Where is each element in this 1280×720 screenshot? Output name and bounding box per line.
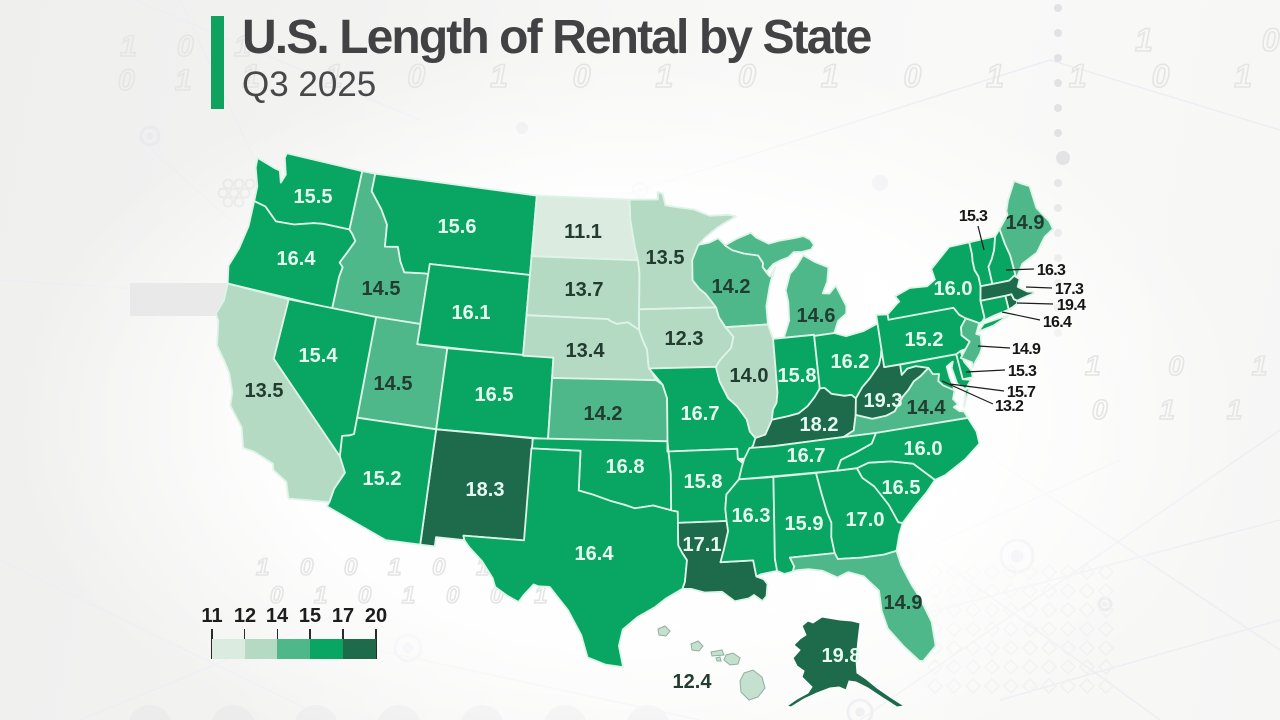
svg-text:14.6: 14.6	[797, 305, 836, 327]
svg-text:14.9: 14.9	[884, 592, 923, 614]
svg-text:15.6: 15.6	[438, 216, 477, 238]
svg-text:16.1: 16.1	[452, 302, 491, 324]
svg-text:15.3: 15.3	[1008, 363, 1037, 380]
svg-text:14.4: 14.4	[907, 397, 947, 419]
svg-text:19.8: 19.8	[822, 645, 861, 667]
svg-text:19.4: 19.4	[1057, 297, 1086, 314]
svg-text:17.0: 17.0	[846, 509, 885, 531]
svg-text:16.3: 16.3	[1037, 262, 1066, 279]
svg-text:13.7: 13.7	[565, 279, 604, 301]
svg-text:12.4: 12.4	[673, 671, 713, 693]
svg-text:13.2: 13.2	[995, 398, 1024, 415]
svg-text:16.4: 16.4	[575, 543, 615, 565]
svg-text:12.3: 12.3	[665, 328, 704, 350]
svg-text:18.3: 18.3	[466, 479, 505, 501]
svg-text:15.7: 15.7	[1007, 384, 1036, 401]
svg-text:14.9: 14.9	[1006, 212, 1045, 234]
svg-text:16.7: 16.7	[681, 403, 720, 425]
svg-text:16.0: 16.0	[934, 278, 973, 300]
svg-text:18.2: 18.2	[800, 414, 839, 436]
svg-text:11.1: 11.1	[564, 221, 602, 243]
svg-text:15.4: 15.4	[299, 345, 339, 367]
svg-text:13.5: 13.5	[245, 380, 284, 402]
svg-text:15.2: 15.2	[905, 329, 944, 351]
svg-text:15.8: 15.8	[778, 365, 817, 387]
svg-text:16.3: 16.3	[732, 505, 771, 527]
svg-text:15.3: 15.3	[959, 208, 988, 225]
svg-text:14.2: 14.2	[584, 403, 623, 425]
svg-text:13.4: 13.4	[566, 340, 606, 362]
svg-text:15.2: 15.2	[363, 468, 402, 490]
svg-text:16.5: 16.5	[475, 384, 514, 406]
svg-text:16.7: 16.7	[787, 445, 826, 467]
svg-text:16.4: 16.4	[277, 248, 317, 270]
svg-text:16.4: 16.4	[1043, 314, 1072, 331]
svg-text:17.1: 17.1	[683, 534, 722, 556]
svg-text:19.3: 19.3	[864, 390, 903, 412]
svg-text:16.0: 16.0	[904, 438, 943, 460]
svg-text:17.3: 17.3	[1055, 281, 1084, 298]
svg-text:16.5: 16.5	[882, 477, 921, 499]
svg-text:16.8: 16.8	[606, 456, 645, 478]
svg-text:16.2: 16.2	[831, 351, 870, 373]
svg-text:14.5: 14.5	[374, 373, 413, 395]
svg-text:14.0: 14.0	[730, 365, 769, 387]
svg-text:15.8: 15.8	[684, 471, 723, 493]
svg-text:15.5: 15.5	[294, 186, 333, 208]
svg-text:13.5: 13.5	[646, 247, 685, 269]
svg-text:14.5: 14.5	[362, 278, 401, 300]
svg-text:14.2: 14.2	[712, 276, 751, 298]
svg-text:15.9: 15.9	[785, 513, 824, 535]
svg-text:14.9: 14.9	[1012, 341, 1041, 358]
